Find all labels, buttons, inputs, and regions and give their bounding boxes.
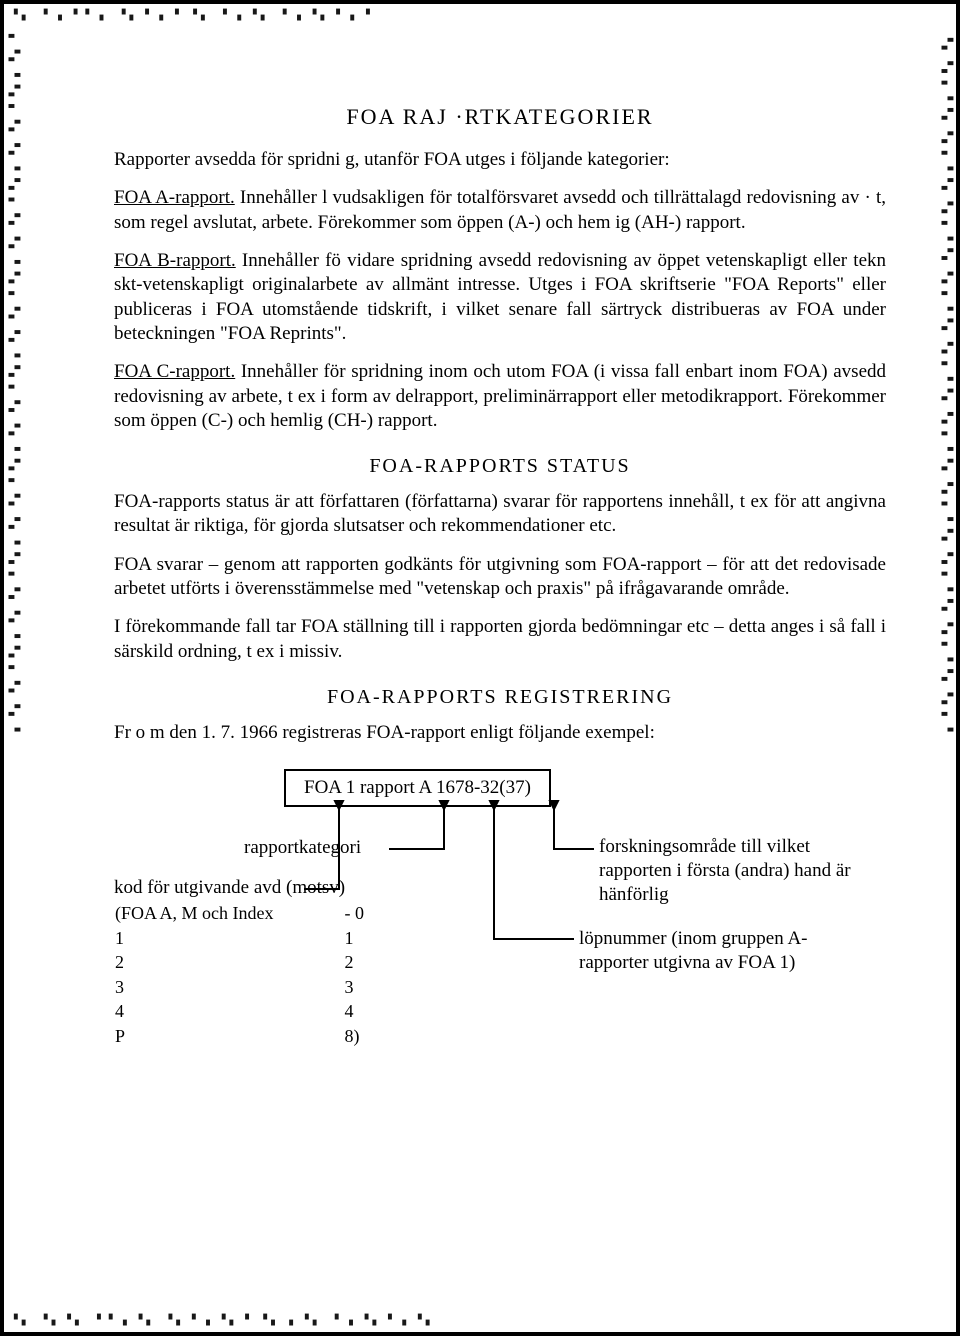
paragraph-a: FOA A-rapport. Innehåller l vudsakligen … [114, 186, 886, 235]
code-right: 2 [344, 950, 366, 975]
code-row: 33 [114, 975, 365, 1000]
label-rapportkategori: rapportkategori [244, 837, 361, 859]
code-row: 22 [114, 950, 365, 975]
code-right: - 0 [344, 901, 366, 926]
status-paragraph-3: I förekommande fall tar FOA ställning ti… [114, 615, 886, 664]
code-left: 3 [114, 975, 344, 1000]
code-table: (FOA A, M och Index- 011223344P8) [114, 901, 365, 1048]
code-left: 2 [114, 950, 344, 975]
code-row: (FOA A, M och Index- 0 [114, 901, 365, 926]
scan-noise-left: ▖▝▖▝▝▖▖▝▖▝▖▝▝▖▖▝▖▝▖▝▝▖▖▝▖▝▖▝▝▖▖▝▖▝▖▝▝▖▖▝… [8, 34, 19, 1294]
code-left: 4 [114, 999, 344, 1024]
heading-status: FOA-RAPPORTS STATUS [114, 455, 886, 478]
code-row: 11 [114, 926, 365, 951]
code-right: 1 [344, 926, 366, 951]
code-row: P8) [114, 1024, 365, 1049]
code-right: 8) [344, 1024, 366, 1049]
registration-intro: Fr o m den 1. 7. 1966 registreras FOA-ra… [114, 721, 886, 745]
paragraph-b: FOA B-rapport. Innehåller fö vidare spri… [114, 249, 886, 346]
code-mapping-list: (FOA A, M och Index- 011223344P8) [114, 901, 365, 1048]
label-kod: kod för utgivande avd (motsv) [114, 877, 414, 899]
code-left: P [114, 1024, 344, 1049]
status-paragraph-2: FOA svarar – genom att rapporten godkänt… [114, 553, 886, 602]
code-right: 3 [344, 975, 366, 1000]
code-left: (FOA A, M och Index [114, 901, 344, 926]
code-right: 4 [344, 999, 366, 1024]
scan-noise-bottom: ▝▖ ▝▖▝▖ ▝▝ ▖▝▖ ▝▖▝ ▖▝▖▝ ▝▖ ▖▝▖ ▝ ▖▝▖▝ ▖▝… [10, 1315, 437, 1326]
code-row: 44 [114, 999, 365, 1024]
label-lopnummer: löpnummer (inom gruppen A-rapporter utgi… [579, 927, 859, 975]
label-a: FOA A-rapport. [114, 187, 235, 208]
code-left: 1 [114, 926, 344, 951]
status-paragraph-1: FOA-rapports status är att författaren (… [114, 490, 886, 539]
report-id-diagram: FOA 1 rapport A 1678-32(37) rapportkateg… [134, 759, 894, 1059]
label-forskningsomrade: forskningsområde till vilket rapporten i… [599, 835, 859, 906]
scanned-document-page: FOA RAJ ·RTKATEGORIER Rapporter avsedda … [0, 0, 960, 1336]
label-c: FOA C-rapport. [114, 361, 235, 382]
heading-categories: FOA RAJ ·RTKATEGORIER [114, 104, 886, 130]
heading-registration: FOA-RAPPORTS REGISTRERING [114, 686, 886, 709]
intro-paragraph: Rapporter avsedda för spridni g, utanför… [114, 148, 886, 172]
label-b: FOA B-rapport. [114, 250, 236, 271]
scan-noise-right: ▝▖▝▖▖▝▝▖▝▖▖▝▝▖▝▖▖▝▝▖▝▖▖▝▝▖▝▖▖▝▝▖▝▖▖▝▝▖▝▖… [941, 34, 952, 1294]
paragraph-c: FOA C-rapport. Innehåller för spridning … [114, 360, 886, 433]
scan-noise: ▝▖ ▝ ▖▝▝ ▖ ▝▖▝ ▖▝ ▝▖ ▝ ▖▝▖ ▝ ▖▝▖▝ ▖▝ [10, 10, 374, 21]
